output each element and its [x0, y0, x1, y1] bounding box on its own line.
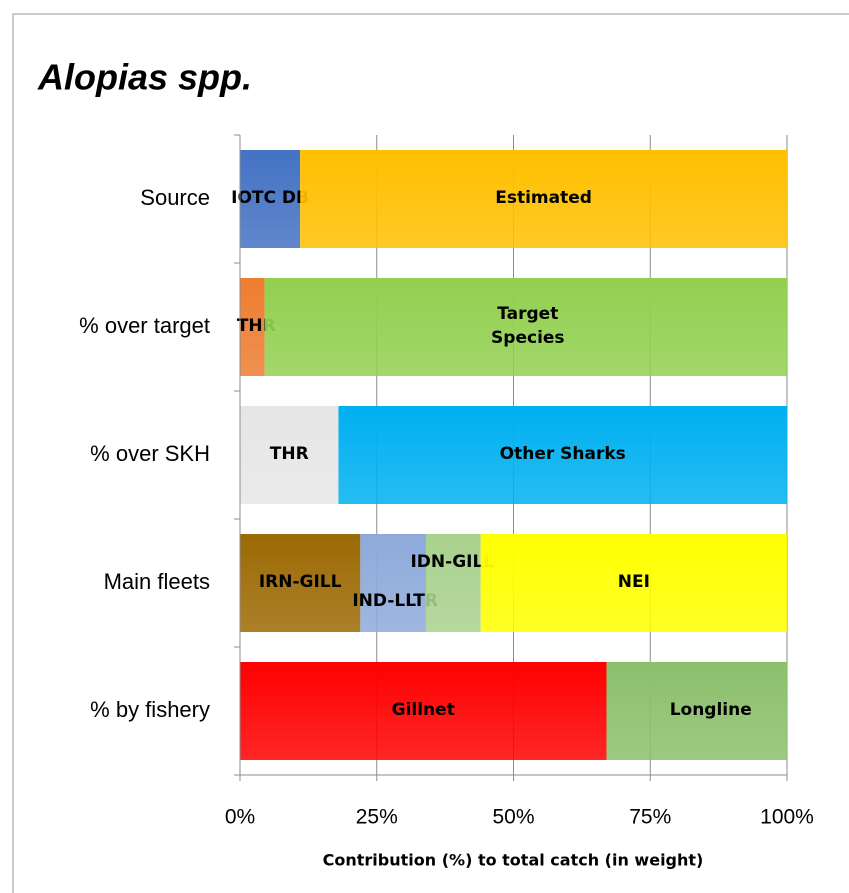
- segment-label: THR: [269, 444, 309, 465]
- segment-label-box: IND-LLTR: [352, 591, 438, 612]
- segment-label-box: IDN-GILL: [410, 552, 495, 573]
- bar-segment: [425, 534, 481, 632]
- frame: [12, 13, 849, 893]
- bar-segment: [240, 662, 607, 760]
- segment-label-box: THR: [269, 444, 309, 465]
- x-tick-label: 0%: [225, 806, 255, 829]
- segment-label: Estimated: [495, 188, 592, 209]
- segment-label: Target Species: [491, 304, 565, 348]
- bar-segment: [240, 534, 361, 632]
- y-tick-label: % by fishery: [90, 697, 210, 722]
- bar-segment: [240, 406, 339, 504]
- x-tick-label: 50%: [492, 806, 534, 829]
- x-tick-label: 25%: [356, 806, 398, 829]
- y-tick-label: % over target: [79, 313, 210, 338]
- segment-label-box: IOTC DB: [231, 188, 309, 209]
- bar-segment: [360, 534, 426, 632]
- segment-label-box: Gillnet: [391, 700, 455, 721]
- bar-segment: [264, 278, 787, 376]
- y-tick-label: Source: [140, 185, 210, 210]
- bar-segment: [480, 534, 787, 632]
- bar-segment: [240, 150, 301, 248]
- bar-segment: [240, 278, 265, 376]
- x-tick-label: 75%: [629, 806, 671, 829]
- segment-label-box: Longline: [669, 700, 752, 721]
- segment-label: IOTC DB: [231, 188, 309, 209]
- segment-label: Other Sharks: [499, 444, 626, 465]
- segment-label: IRN-GILL: [258, 572, 342, 593]
- bar-segment: [606, 662, 787, 760]
- segment-label: Longline: [669, 700, 752, 721]
- segment-label: IDN-GILL: [410, 552, 495, 573]
- segment-label: NEI: [617, 572, 650, 593]
- bar-segment: [338, 406, 787, 504]
- segment-label-box: Other Sharks: [499, 444, 626, 465]
- x-axis-title: Contribution (%) to total catch (in weig…: [323, 851, 704, 870]
- segment-label-box: Target Species: [491, 304, 565, 348]
- segment-label-box: Estimated: [495, 188, 592, 209]
- y-tick-label: Main fleets: [104, 569, 210, 594]
- segment-label: IND-LLTR: [352, 591, 438, 612]
- segment-label-box: IRN-GILL: [258, 572, 342, 593]
- x-tick-label: 100%: [760, 806, 814, 829]
- segment-label: Gillnet: [391, 700, 455, 721]
- chart-title: Alopias spp.: [37, 57, 252, 98]
- segment-label-box: NEI: [617, 572, 650, 593]
- y-tick-label: % over SKH: [90, 441, 210, 466]
- bar-segment: [300, 150, 787, 248]
